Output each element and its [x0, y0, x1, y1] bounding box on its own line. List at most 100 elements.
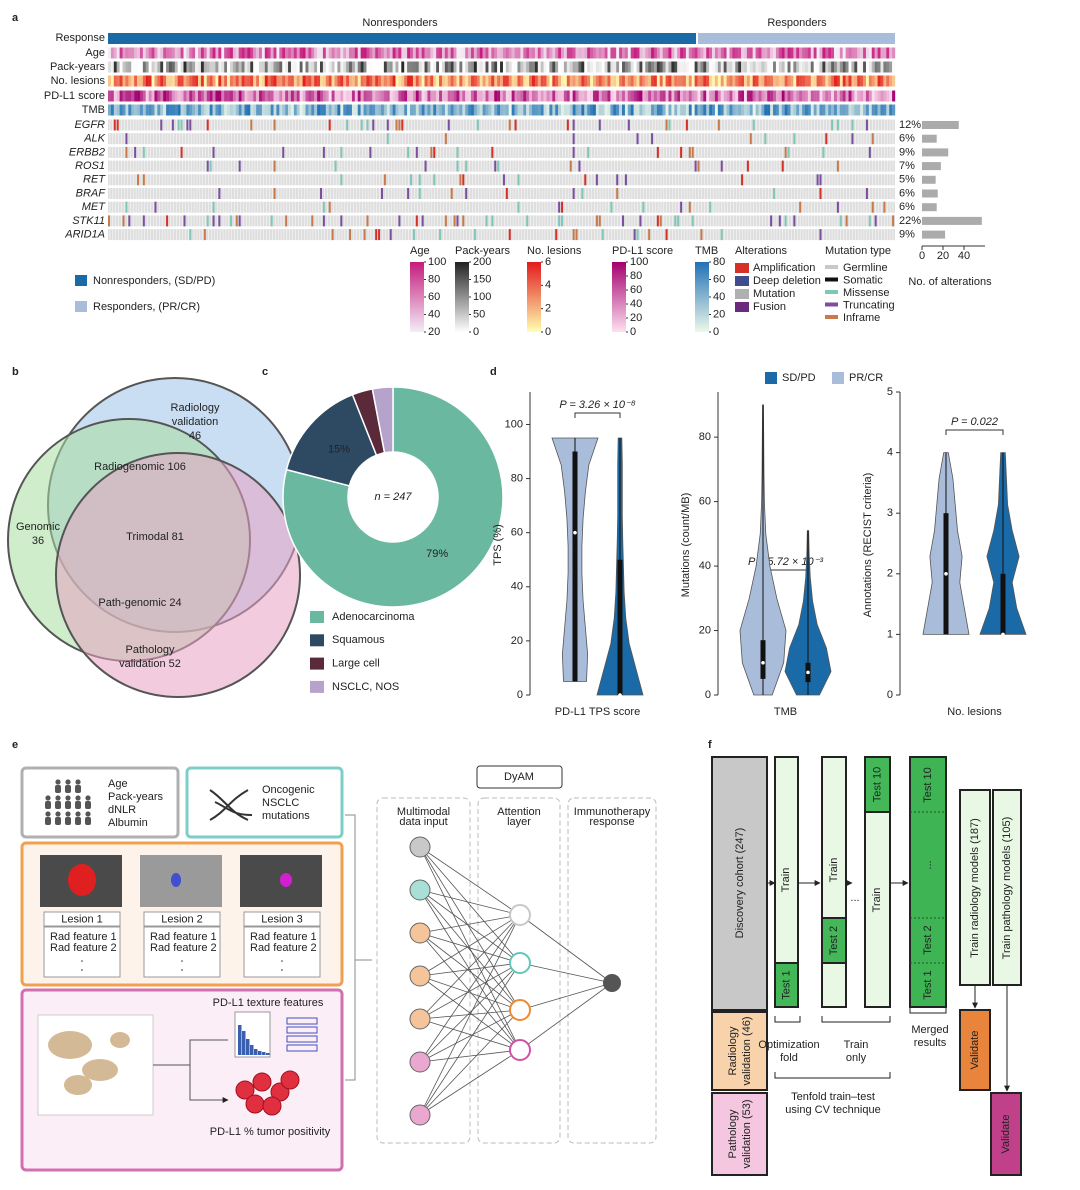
heatmap-cell: [160, 47, 164, 59]
scale-tick-label: 2: [545, 303, 551, 315]
heatmap-cell: [781, 75, 785, 87]
heatmap-cell: [781, 61, 785, 73]
heatmap-cell: [392, 90, 396, 102]
heatmap-cell: [340, 61, 344, 73]
heatmap-cell: [299, 75, 303, 87]
heatmap-cell: [819, 61, 823, 73]
person-icon: [45, 817, 51, 825]
heatmap-cell: [810, 90, 814, 102]
alteration-tick: [328, 119, 331, 131]
heatmap-cell: [302, 75, 306, 87]
heatmap-cell: [529, 61, 533, 73]
heatmap-cell: [232, 75, 236, 87]
heatmap-cell: [415, 90, 419, 102]
heatmap-cell: [822, 75, 826, 87]
cell-icon: [235, 1080, 255, 1100]
heatmap-cell: [703, 90, 707, 102]
heatmap-cell: [653, 104, 658, 116]
heatmap-cell: [456, 90, 460, 102]
heatmap-cell: [293, 61, 297, 73]
dot: [81, 969, 83, 971]
heatmap-cell: [659, 75, 663, 87]
heatmap-cell: [575, 104, 579, 116]
alteration-tick: [349, 229, 352, 241]
person-icon: [75, 817, 81, 825]
input-node: [409, 965, 431, 987]
heatmap-cell: [386, 75, 390, 87]
heatmap-cell: [889, 61, 893, 73]
heatmap-cell: [857, 75, 861, 87]
heatmap-cell: [322, 75, 327, 87]
nn-edge: [419, 846, 521, 916]
heatmap-cell: [810, 61, 814, 73]
person-icon: [65, 801, 71, 809]
alteration-tick: [624, 174, 627, 186]
heatmap-cell: [337, 104, 341, 116]
heatmap-cell: [290, 61, 295, 73]
y-tick-label: 2: [887, 568, 893, 580]
heatmap-cell: [392, 61, 396, 73]
heatmap-cell: [363, 61, 367, 73]
heatmap-cell: [259, 47, 263, 59]
heatmap-cell: [235, 61, 239, 73]
heatmap-cell: [235, 75, 239, 87]
heatmap-cell: [531, 61, 536, 73]
heatmap-cell: [412, 90, 417, 102]
alteration-tick: [398, 119, 401, 131]
legend-swatch: [825, 315, 838, 319]
heatmap-cell: [761, 75, 765, 87]
heatmap-cell: [192, 47, 196, 59]
alteration-tick: [363, 229, 366, 241]
alteration-tick: [720, 229, 723, 241]
heatmap-cell: [288, 47, 292, 59]
alteration-tick: [851, 119, 854, 131]
cohort-label: validation (53): [741, 1099, 753, 1168]
heatmap-cell: [212, 104, 216, 116]
heatmap-cell: [407, 75, 411, 87]
heatmap-cell: [293, 75, 297, 87]
heatmap-cell: [334, 47, 338, 59]
gene-percent: 9%: [899, 146, 915, 158]
heatmap-cell: [508, 47, 512, 59]
heatmap-cell: [180, 90, 184, 102]
heatmap-cell: [250, 47, 254, 59]
heatmap-cell: [592, 61, 597, 73]
heatmap-cell: [137, 90, 141, 102]
heatmap-cell: [796, 90, 800, 102]
heatmap-cell: [139, 47, 144, 59]
y-axis-title: Mutations (count/MB): [680, 493, 692, 598]
heatmap-cell: [735, 104, 739, 116]
venn-label: validation: [172, 416, 218, 428]
alteration-bar: [922, 121, 959, 129]
heatmap-cell: [473, 104, 478, 116]
heatmap-cell: [697, 61, 701, 73]
heatmap-cell: [598, 75, 602, 87]
heatmap-cell: [761, 90, 765, 102]
heatmap-cell: [241, 47, 245, 59]
alteration-tick: [793, 133, 796, 145]
test-label: Test 1: [780, 970, 792, 999]
heatmap-cell: [537, 61, 541, 73]
heatmap-cell: [189, 90, 193, 102]
heatmap-cell: [671, 75, 675, 87]
alteration-tick: [677, 215, 680, 227]
heatmap-cell: [203, 75, 207, 87]
gene-label: BRAF: [76, 187, 107, 199]
heatmap-cell: [471, 47, 475, 59]
heatmap-cell: [642, 104, 646, 116]
heatmap-cell: [732, 47, 736, 59]
alteration-tick: [238, 215, 241, 227]
alteration-tick: [154, 201, 157, 213]
heatmap-cell: [375, 61, 379, 73]
legend-swatch: [75, 301, 87, 312]
y-axis-title: Annotations (RECIST criteria): [862, 473, 874, 618]
heatmap-cell: [471, 75, 475, 87]
nn-edge: [419, 889, 521, 964]
venn-label: Trimodal 81: [126, 531, 184, 543]
heatmap-cell: [186, 104, 190, 116]
heatmap-cell: [401, 75, 405, 87]
heatmap-cell: [651, 104, 655, 116]
heatmap-cell: [877, 61, 881, 73]
alteration-tick: [819, 188, 822, 199]
alteration-tick: [566, 119, 569, 131]
